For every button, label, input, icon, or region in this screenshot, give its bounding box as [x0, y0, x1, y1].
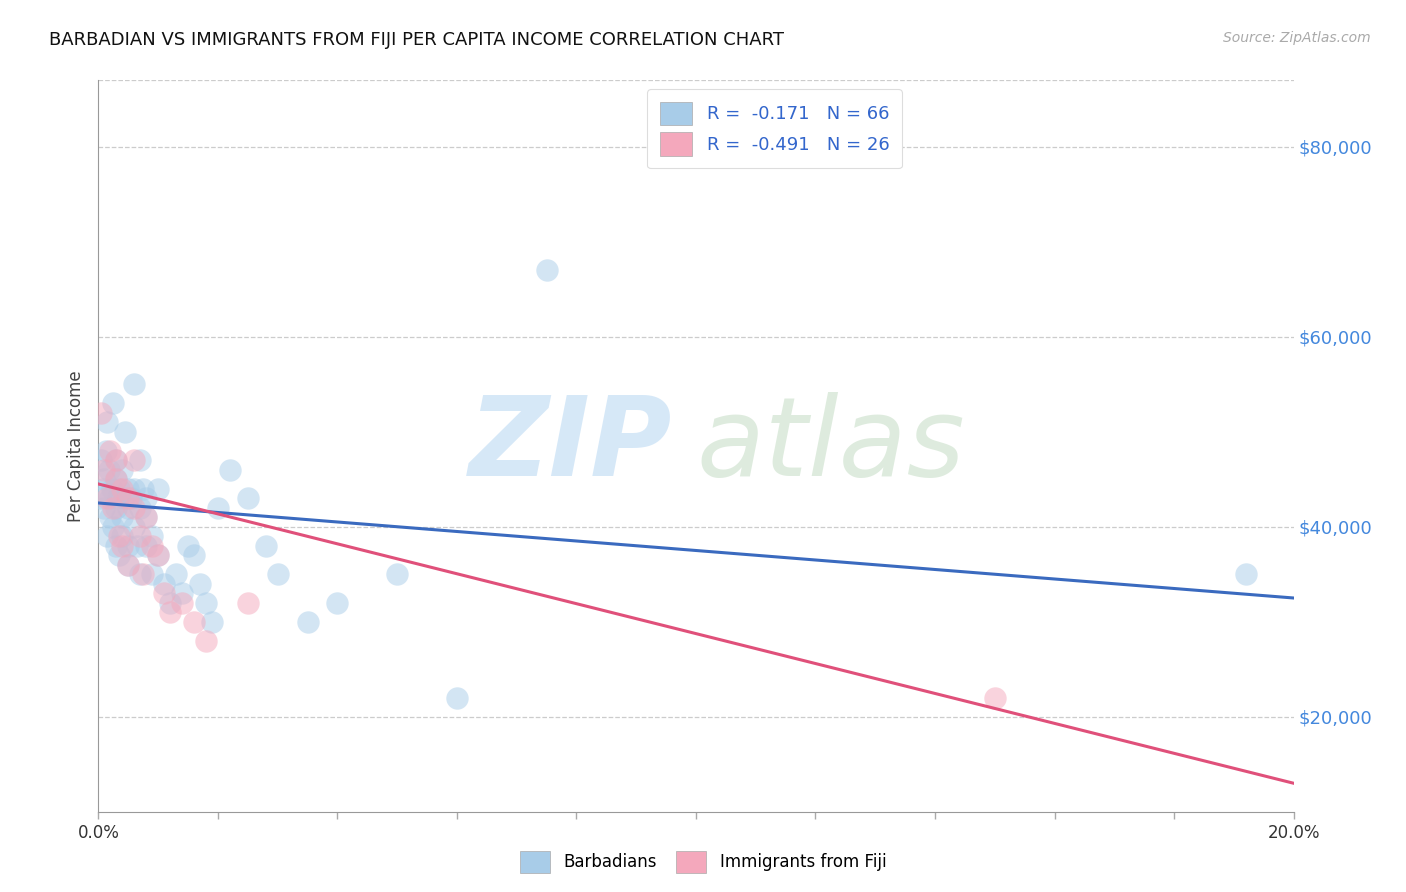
- Point: [94, 443, 117, 458]
- Point: [297, 615, 319, 629]
- Point: [254, 539, 277, 553]
- Point: [195, 633, 218, 648]
- Point: [236, 491, 259, 506]
- Point: [111, 539, 134, 553]
- Point: [91, 482, 114, 496]
- Point: [93, 500, 115, 515]
- Point: [96, 415, 118, 429]
- Point: [326, 596, 349, 610]
- Point: [135, 491, 157, 506]
- Point: [183, 548, 205, 562]
- Text: atlas: atlas: [696, 392, 965, 500]
- Point: [103, 500, 125, 515]
- Point: [446, 690, 468, 705]
- Point: [98, 443, 122, 458]
- Point: [111, 529, 134, 543]
- Point: [117, 491, 139, 506]
- Point: [188, 576, 211, 591]
- Point: [135, 510, 157, 524]
- Point: [207, 500, 229, 515]
- Point: [90, 406, 112, 420]
- Point: [111, 463, 134, 477]
- Point: [105, 472, 128, 486]
- Point: [111, 510, 134, 524]
- Point: [114, 425, 136, 439]
- Y-axis label: Per Capita Income: Per Capita Income: [66, 370, 84, 522]
- Point: [195, 596, 218, 610]
- Point: [148, 482, 170, 496]
- Point: [219, 463, 242, 477]
- Point: [153, 586, 176, 600]
- Point: [129, 567, 152, 582]
- Point: [177, 539, 200, 553]
- Point: [984, 690, 1007, 705]
- Point: [127, 539, 149, 553]
- Point: [135, 510, 157, 524]
- Point: [98, 510, 122, 524]
- Point: [132, 567, 155, 582]
- Point: [105, 453, 128, 467]
- Point: [120, 491, 142, 506]
- Point: [159, 596, 181, 610]
- Point: [108, 529, 131, 543]
- Point: [153, 576, 176, 591]
- Point: [141, 539, 163, 553]
- Point: [98, 463, 121, 477]
- Point: [105, 500, 128, 515]
- Point: [103, 396, 125, 410]
- Point: [107, 491, 129, 506]
- Point: [267, 567, 290, 582]
- Point: [103, 520, 125, 534]
- Text: ZIP: ZIP: [468, 392, 672, 500]
- Point: [93, 472, 115, 486]
- Point: [135, 539, 157, 553]
- Point: [129, 500, 152, 515]
- Point: [90, 453, 112, 467]
- Point: [117, 558, 139, 572]
- Point: [124, 520, 146, 534]
- Point: [96, 491, 118, 506]
- Point: [108, 548, 131, 562]
- Point: [117, 500, 139, 515]
- Legend: R =  -0.171   N = 66, R =  -0.491   N = 26: R = -0.171 N = 66, R = -0.491 N = 26: [647, 89, 903, 169]
- Point: [96, 529, 118, 543]
- Text: Source: ZipAtlas.com: Source: ZipAtlas.com: [1223, 31, 1371, 45]
- Point: [105, 472, 128, 486]
- Point: [105, 453, 128, 467]
- Point: [148, 548, 170, 562]
- Point: [124, 482, 146, 496]
- Point: [129, 529, 152, 543]
- Point: [124, 453, 146, 467]
- Point: [385, 567, 409, 582]
- Point: [141, 529, 163, 543]
- Point: [148, 548, 170, 562]
- Point: [172, 596, 194, 610]
- Point: [159, 605, 181, 619]
- Point: [165, 567, 187, 582]
- Text: BARBADIAN VS IMMIGRANTS FROM FIJI PER CAPITA INCOME CORRELATION CHART: BARBADIAN VS IMMIGRANTS FROM FIJI PER CA…: [49, 31, 785, 49]
- Point: [124, 500, 146, 515]
- Point: [117, 558, 139, 572]
- Legend: Barbadians, Immigrants from Fiji: Barbadians, Immigrants from Fiji: [513, 845, 893, 880]
- Point: [111, 482, 134, 496]
- Point: [117, 482, 139, 496]
- Point: [201, 615, 224, 629]
- Point: [100, 482, 122, 496]
- Point: [117, 539, 139, 553]
- Point: [536, 263, 558, 277]
- Point: [129, 453, 152, 467]
- Point: [124, 377, 146, 392]
- Point: [183, 615, 205, 629]
- Point: [1234, 567, 1257, 582]
- Point: [141, 567, 163, 582]
- Point: [236, 596, 259, 610]
- Point: [108, 482, 131, 496]
- Point: [112, 491, 135, 506]
- Point: [172, 586, 194, 600]
- Point: [90, 491, 112, 506]
- Point: [132, 482, 155, 496]
- Point: [105, 539, 128, 553]
- Point: [98, 491, 122, 506]
- Point: [93, 463, 115, 477]
